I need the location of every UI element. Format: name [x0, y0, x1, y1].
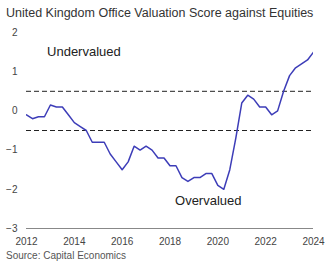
svg-text:2014: 2014	[63, 236, 86, 247]
svg-text:2012: 2012	[15, 236, 38, 247]
svg-text:2018: 2018	[159, 236, 182, 247]
svg-text:2016: 2016	[111, 236, 134, 247]
svg-text:Overvalued: Overvalued	[175, 193, 241, 208]
svg-text:−3: −3	[6, 223, 18, 234]
svg-text:−2: −2	[6, 184, 18, 195]
svg-text:2022: 2022	[255, 236, 278, 247]
svg-text:2024: 2024	[302, 236, 325, 247]
html-text:United Kingdom Office Valuatio: United Kingdom Office Valuation Score ag…	[6, 6, 314, 20]
svg-text:2: 2	[12, 27, 18, 38]
svg-text:0: 0	[12, 105, 18, 116]
svg-text:2020: 2020	[207, 236, 230, 247]
svg-text:−1: −1	[6, 144, 18, 155]
svg-text:Undervalued: Undervalued	[47, 44, 121, 59]
svg-text:1: 1	[12, 66, 18, 77]
html-text:Source: Capital Economics: Source: Capital Economics	[6, 250, 127, 261]
